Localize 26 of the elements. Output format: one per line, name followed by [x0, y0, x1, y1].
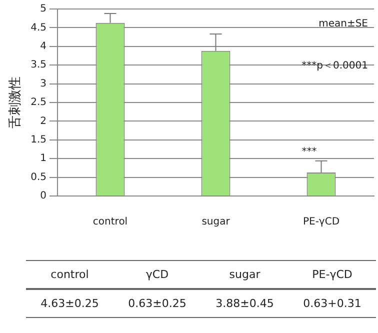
y-tick-label: 0	[40, 190, 47, 202]
annotation: ***p＜0.0001	[302, 60, 368, 72]
y-tick-label: 1	[40, 153, 47, 164]
y-axis-title: 舌刺激性	[8, 76, 24, 128]
text: 0.63±0.25	[114, 289, 201, 318]
text: 0.63+0.31	[288, 289, 376, 318]
x-tick-label: control	[92, 216, 128, 228]
x-tick-label: sugar	[202, 216, 231, 228]
text: γCD	[114, 260, 201, 289]
annotation: mean±SE	[318, 18, 368, 30]
y-tick-label: 0.5	[30, 172, 47, 183]
text: PE-γCD	[288, 260, 376, 289]
y-tick-label: 2.5	[30, 97, 47, 108]
y-tick-label: 5	[40, 4, 47, 15]
y-tick-label: 4	[40, 40, 47, 52]
y-tick-label: 1.5	[30, 134, 47, 146]
y-tick-label: 4.5	[30, 22, 47, 34]
y-tick-label: 3	[40, 78, 47, 90]
y-tick-label: 3.5	[30, 60, 47, 71]
x-tick-label: PE-γCD	[302, 216, 340, 228]
text: control	[26, 260, 114, 289]
y-tick-label: 2	[40, 116, 47, 127]
text: 3.88±0.45	[201, 289, 288, 318]
text: sugar	[201, 260, 288, 289]
annotation: ***	[302, 146, 317, 158]
text: 4.63±0.25	[26, 289, 114, 318]
